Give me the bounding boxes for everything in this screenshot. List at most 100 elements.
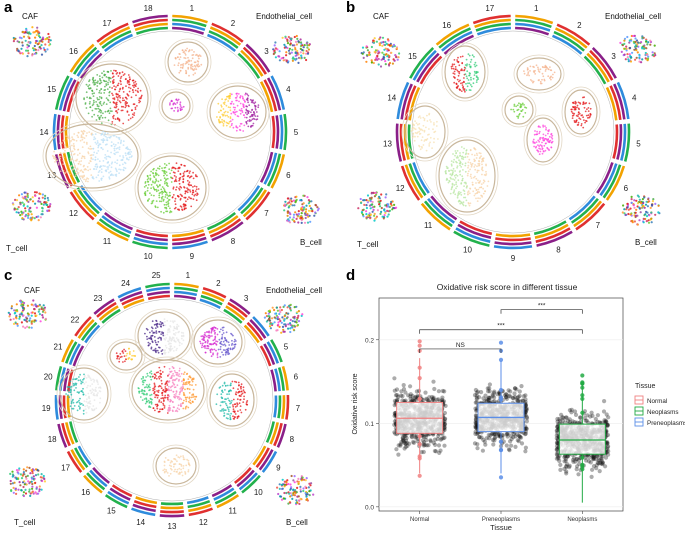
cluster-c-1-point [181, 336, 183, 338]
cluster-c-1-point [157, 350, 159, 352]
thumb-c-t-point [35, 492, 37, 494]
cluster-c-5-point [191, 394, 193, 396]
b-cell-label-b: B_cell [635, 238, 657, 247]
thumb-b-t-point [386, 216, 388, 218]
thumb-b-t-point [365, 213, 367, 215]
cluster-a-5-point [174, 175, 176, 177]
cluster-a-3-point [230, 117, 232, 119]
cluster-c-5-point [171, 386, 173, 388]
cluster-b-1-point [459, 89, 461, 91]
circos-c-ring-arc [286, 395, 288, 420]
thumb-a-t-point [46, 210, 48, 212]
thumb-c-endo-point [269, 323, 271, 325]
cluster-c-4-point [79, 403, 81, 405]
cluster-a-1-point [119, 97, 121, 99]
thumb-b-t-point [363, 204, 365, 206]
cluster-b-7-point [455, 183, 457, 185]
thumb-a-b-point [307, 222, 309, 224]
cluster-a-4-point [54, 161, 56, 163]
cluster-a-2-point [183, 63, 185, 65]
cluster-c-4-point [67, 390, 69, 392]
cluster-a-4-point [86, 132, 88, 134]
cluster-c-4-point [80, 383, 82, 385]
cluster-a-1-point [96, 85, 98, 87]
cluster-a-4-point [96, 177, 98, 179]
cluster-a-4-point [104, 154, 106, 156]
cluster-a-2-point [180, 67, 182, 69]
cluster-c-4-point [89, 400, 91, 402]
cluster-c-2-point [215, 343, 217, 345]
cluster-c-2-point [223, 341, 225, 343]
cluster-a-5-point [169, 192, 171, 194]
cluster-b-7-point [474, 187, 476, 189]
cluster-a-1-point [92, 82, 94, 84]
thumb-a-b-point [293, 216, 295, 218]
thumb-c-b-point [281, 484, 283, 486]
cluster-c-7-point [165, 457, 167, 459]
cluster-b-7-point [457, 192, 459, 194]
circos-b-inner-ring [412, 31, 614, 233]
cluster-b-1-point [454, 71, 456, 73]
cluster-b-1-point [460, 83, 462, 85]
cluster-b-7-point [465, 171, 467, 173]
cluster-c-1-point [166, 320, 168, 322]
cluster-a-1-point [119, 118, 121, 120]
circos-a-sector-label: 18 [144, 4, 153, 13]
cluster-c-6-point [243, 386, 245, 388]
thumb-b-caf-point [377, 50, 379, 52]
thumb-a-t-point [12, 203, 14, 205]
cluster-c-5-point [183, 393, 185, 395]
cluster-a-1-point [129, 78, 131, 80]
cluster-b-6-point [417, 124, 419, 126]
cluster-b-7-point [478, 189, 480, 191]
cluster-c-6-point [240, 399, 242, 401]
cluster-a-4-point [126, 146, 128, 148]
thumb-b-t-point [371, 192, 373, 194]
cluster-c-5-point [167, 400, 169, 402]
cluster-c-5-point [177, 407, 179, 409]
cluster-a-5-point [168, 163, 170, 165]
cluster-a-1-point [93, 103, 95, 105]
cluster-c-2-point [217, 334, 219, 336]
cluster-b-1-point [468, 53, 470, 55]
cluster-b-2-point [536, 64, 538, 66]
cluster-c-7-point [176, 454, 178, 456]
thumb-c-t-point [36, 486, 38, 488]
cluster-a-2-point [194, 65, 196, 67]
thumb-a-endo-point [275, 56, 277, 58]
cluster-a-4-point [64, 172, 66, 174]
thumb-a-caf-point [36, 27, 38, 29]
thumb-a-caf-point [35, 42, 37, 44]
thumb-c-b-point [309, 494, 311, 496]
cluster-c-1-point [152, 332, 154, 334]
thumb-a-caf-point [45, 50, 47, 52]
thumb-c-t-point [26, 466, 28, 468]
cluster-b-6-point [413, 124, 415, 126]
cluster-a-4-point [129, 149, 131, 151]
cluster-c-4-point [96, 395, 98, 397]
cluster-a-3-point [245, 112, 247, 114]
cluster-a-1-point [118, 109, 120, 111]
cluster-b-2-point [545, 70, 547, 72]
cluster-a-5-point [154, 205, 156, 207]
cluster-a-5-point [166, 211, 168, 213]
cluster-c-7-point [178, 473, 180, 475]
cluster-a-3-point [244, 117, 246, 119]
cluster-c-2-point [217, 328, 219, 330]
cluster-a-5-point [175, 198, 177, 200]
cluster-c-2-point [214, 336, 216, 338]
cluster-a-5-point [157, 167, 159, 169]
cluster-a-1-point [123, 91, 125, 93]
cluster-c-5-point [173, 375, 175, 377]
cluster-a-2-point [200, 64, 202, 66]
cluster-b-1-point [474, 74, 476, 76]
cluster-a-3-point [229, 121, 231, 123]
cluster-a-5-point [193, 195, 195, 197]
thumb-c-endo-point [290, 319, 292, 321]
cluster-a-4-point [87, 170, 89, 172]
cluster-b-7-point [469, 169, 471, 171]
cluster-c-2-point [208, 331, 210, 333]
thumb-b-caf-point [362, 47, 364, 49]
thumb-c-caf-point [23, 319, 25, 321]
thumb-a-b-point [314, 204, 316, 206]
